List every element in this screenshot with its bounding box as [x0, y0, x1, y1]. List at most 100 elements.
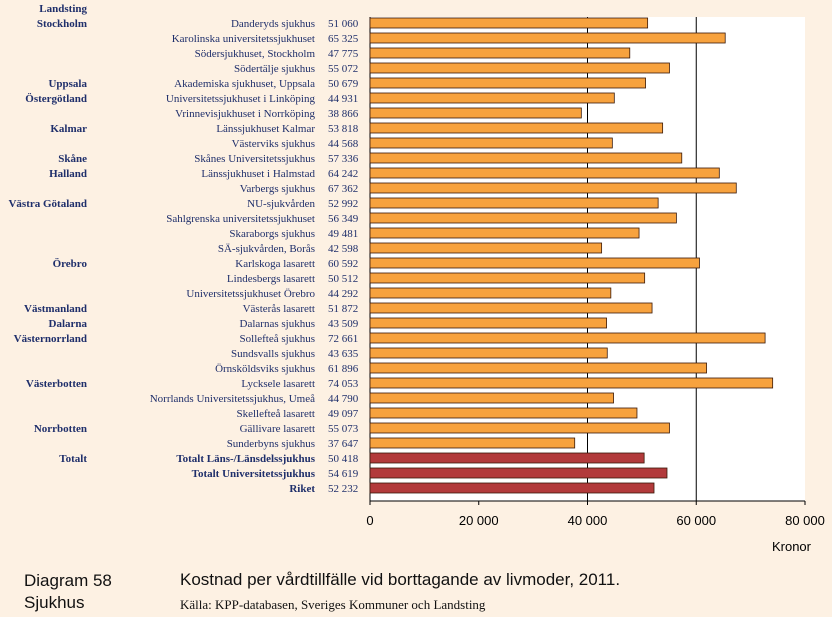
hospital-label: Varbergs sjukhus [240, 183, 315, 195]
value-label: 50 512 [328, 273, 358, 285]
value-label: 47 775 [328, 48, 359, 60]
bar [369, 212, 677, 224]
hospital-label: Sunderbyns sjukhus [227, 438, 315, 450]
bar [369, 137, 613, 149]
bar [369, 227, 640, 239]
county-label: Stockholm [37, 18, 87, 30]
figure-footer: Diagram 58 Sjukhus Kostnad per vårdtillf… [0, 566, 832, 617]
value-label: 49 097 [328, 408, 359, 420]
value-label: 43 635 [328, 348, 359, 360]
bar [369, 17, 649, 29]
county-label: Norrbotten [34, 423, 87, 435]
value-label: 51 872 [328, 303, 358, 315]
county-label: Totalt [59, 453, 87, 465]
value-label: 44 790 [328, 393, 359, 405]
x-axis-unit-label: Kronor [772, 539, 812, 554]
bar [369, 242, 603, 254]
value-label: 64 242 [328, 168, 358, 180]
value-label: 54 619 [328, 468, 359, 480]
bar [369, 62, 670, 74]
hospital-label: Södersjukhuset, Stockholm [195, 48, 316, 60]
value-label: 72 661 [328, 333, 358, 345]
hospital-label: Sahlgrenska universitetssjukhuset [166, 213, 315, 225]
bar [369, 347, 608, 359]
hospital-label: Skaraborgs sjukhus [229, 228, 315, 240]
hospital-label: Västerås lasarett [243, 303, 315, 315]
hospital-label: Skånes Universitetssjukhus [194, 153, 315, 165]
bar-total [369, 452, 645, 464]
county-label: Västernorrland [14, 333, 87, 345]
county-label: Västra Götaland [8, 198, 87, 210]
bar [369, 392, 614, 404]
value-label: 38 866 [328, 108, 359, 120]
value-label: 50 679 [328, 78, 359, 90]
value-label: 65 325 [328, 33, 359, 45]
hospital-label: Västerviks sjukhus [232, 138, 315, 150]
chart-rows: Stockholm Danderyds sjukhus 51 060 Karolins… [8, 17, 774, 495]
hospital-label: Akademiska sjukhuset, Uppsala [174, 78, 315, 90]
hospital-label: Universitetssjukhuset Örebro [186, 288, 315, 300]
value-label: 52 232 [328, 483, 358, 495]
value-label: 44 568 [328, 138, 359, 150]
bar [369, 122, 664, 134]
bar [369, 332, 766, 344]
bar [369, 407, 638, 419]
bar [369, 47, 631, 59]
county-label: Västerbotten [26, 378, 87, 390]
hospital-label: Sundsvalls sjukhus [231, 348, 315, 360]
hospital-label: Karlskoga lasarett [235, 258, 315, 270]
bar [369, 197, 659, 209]
figure-title: Kostnad per vårdtillfälle vid borttagand… [180, 570, 621, 589]
county-label: Dalarna [49, 318, 88, 330]
bar [369, 362, 707, 374]
value-label: 44 292 [328, 288, 358, 300]
x-tick-label: 20 000 [459, 513, 499, 528]
x-axis-ticks: 0 20 000 40 000 60 000 80 000 [366, 501, 825, 528]
bar [369, 152, 683, 164]
value-label: 52 992 [328, 198, 358, 210]
bar [369, 167, 720, 179]
value-label: 55 073 [328, 423, 359, 435]
value-label: 57 336 [328, 153, 359, 165]
bar-total [369, 467, 668, 479]
diagram-number: Diagram 58 [24, 571, 112, 590]
hospital-label: Länssjukhuset Kalmar [216, 123, 315, 135]
hospital-label: Universitetssjukhuset i Linköping [166, 93, 316, 105]
bar [369, 377, 774, 389]
diagram-category: Sjukhus [24, 593, 85, 612]
bar [369, 32, 726, 44]
value-label: 53 818 [328, 123, 359, 135]
value-label: 55 072 [328, 63, 358, 75]
x-tick-label: 80 000 [785, 513, 825, 528]
bar [369, 272, 646, 284]
county-label: Kalmar [50, 123, 87, 135]
bar-total [369, 482, 655, 494]
bar [369, 77, 646, 89]
hospital-label: Totalt Läns-/Länsdelssjukhus [176, 453, 315, 465]
hospital-label: Norrlands Universitetssjukhus, Umeå [150, 393, 315, 405]
county-label: Örebro [53, 257, 88, 270]
value-label: 51 060 [328, 18, 359, 30]
value-label: 56 349 [328, 213, 359, 225]
bar [369, 182, 737, 194]
value-label: 44 931 [328, 93, 358, 105]
hospital-label: NU-sjukvården [247, 198, 315, 210]
landsting-header: Landsting [39, 3, 87, 15]
value-label: 61 896 [328, 363, 359, 375]
value-label: 67 362 [328, 183, 358, 195]
bar [369, 107, 582, 119]
hospital-label: Örnsköldsviks sjukhus [215, 363, 315, 375]
value-label: 49 481 [328, 228, 358, 240]
value-label: 50 418 [328, 453, 359, 465]
value-label: 37 647 [328, 438, 359, 450]
hospital-label: Sollefteå sjukhus [240, 333, 315, 345]
bar-chart: Landsting Stockholm Danderyds sjukhus 51 0… [8, 3, 825, 554]
county-label: Skåne [58, 153, 87, 165]
hospital-label: Riket [289, 483, 315, 495]
bar [369, 302, 653, 314]
value-label: 43 509 [328, 318, 359, 330]
bar [369, 287, 612, 299]
county-label: Halland [49, 168, 87, 180]
hospital-label: Södertälje sjukhus [234, 63, 315, 75]
bar [369, 92, 615, 104]
